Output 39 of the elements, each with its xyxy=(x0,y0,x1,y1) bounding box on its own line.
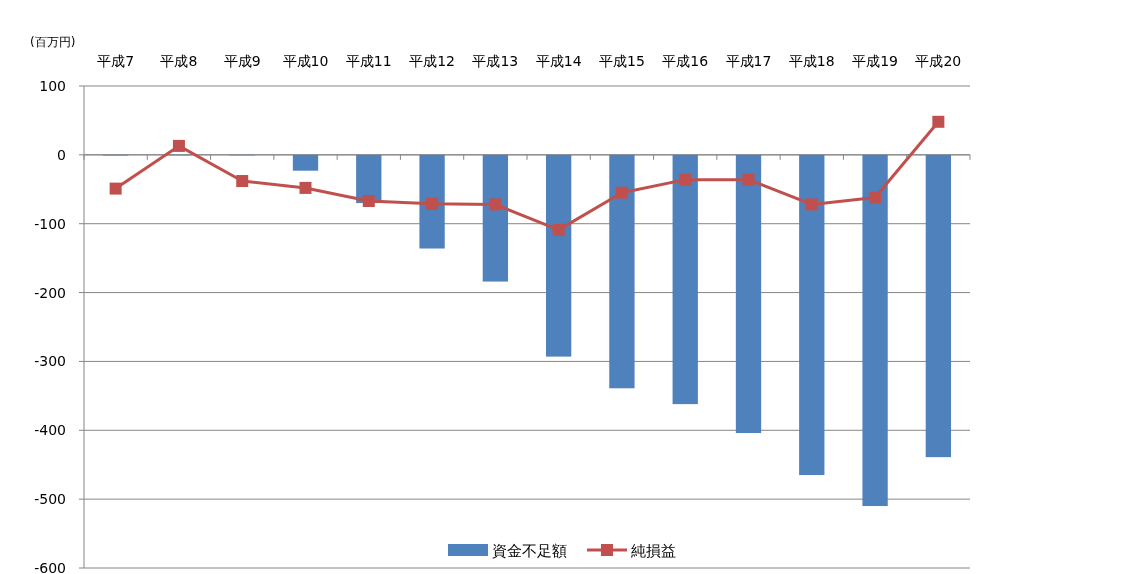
y-tick-label: -200 xyxy=(34,284,66,301)
x-tick-label: 平成14 xyxy=(535,53,582,69)
point xyxy=(362,194,375,207)
x-tick-label: 平成15 xyxy=(599,53,645,69)
point xyxy=(615,186,628,199)
y-tick-label: -500 xyxy=(34,491,66,508)
x-tick-label: 平成16 xyxy=(662,53,709,69)
legend-label: 純損益 xyxy=(631,542,676,560)
y-tick-label: -600 xyxy=(34,560,66,574)
point xyxy=(552,223,565,236)
point xyxy=(172,139,185,152)
y-axis-title: (百万円) xyxy=(30,35,76,49)
x-tick-label: 平成7 xyxy=(97,53,135,69)
x-tick-label: 平成13 xyxy=(472,53,519,69)
x-tick-label: 平成19 xyxy=(852,53,898,69)
y-tick-label: -300 xyxy=(34,353,66,370)
y-tick-label: 100 xyxy=(39,78,66,94)
point xyxy=(805,198,818,211)
point xyxy=(869,191,882,204)
point xyxy=(679,173,692,186)
x-tick-label: 平成9 xyxy=(223,53,261,69)
point xyxy=(932,115,945,128)
x-tick-label: 平成8 xyxy=(160,53,198,69)
point xyxy=(426,197,439,210)
point xyxy=(299,181,312,194)
x-tick-label: 平成12 xyxy=(409,53,455,69)
y-tick-label: -400 xyxy=(34,422,66,439)
point xyxy=(742,173,755,186)
legend-label: 資金不足額 xyxy=(492,542,567,560)
x-tick-label: 平成18 xyxy=(788,53,835,69)
x-tick-label: 平成11 xyxy=(345,53,392,69)
x-tick-label: 平成20 xyxy=(915,53,962,69)
x-tick-label: 平成17 xyxy=(725,53,772,69)
point xyxy=(109,182,122,195)
x-tick-label: 平成10 xyxy=(282,53,329,69)
y-tick-label: 0 xyxy=(57,146,66,163)
point xyxy=(489,198,502,211)
y-tick-label: -100 xyxy=(34,215,66,232)
point xyxy=(236,175,249,188)
